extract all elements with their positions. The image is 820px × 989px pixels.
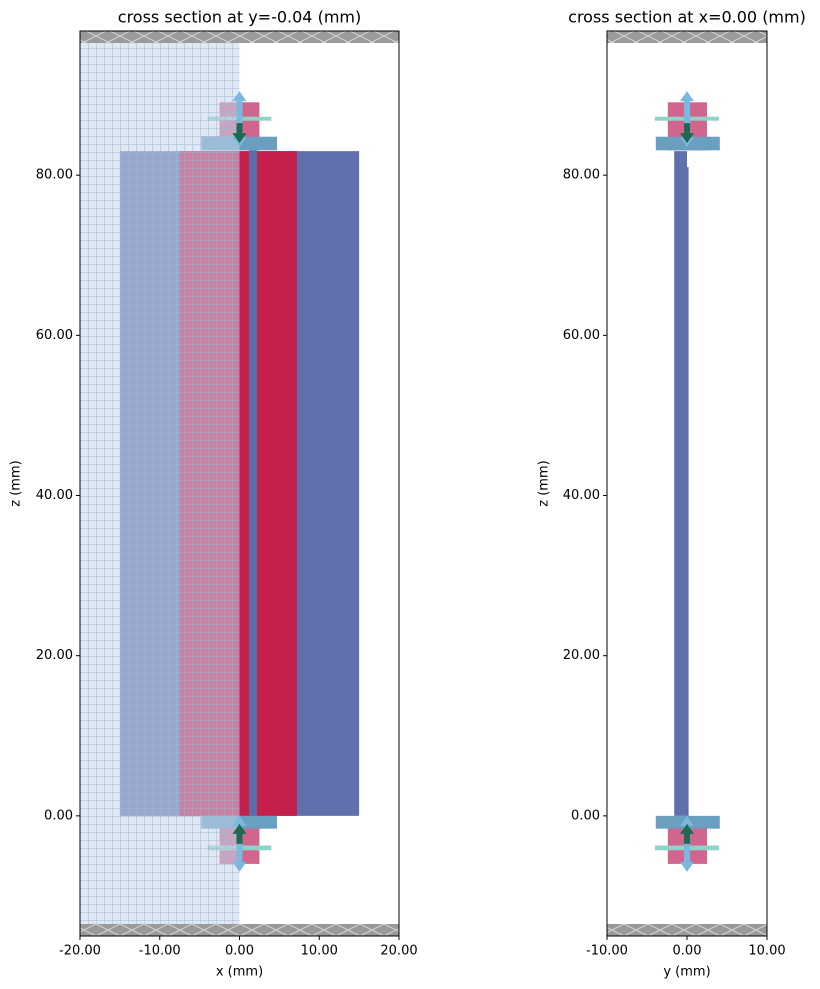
x-tick-label: -10.00	[139, 944, 181, 959]
y-tick-label: 60.00	[36, 328, 73, 343]
structure	[674, 151, 687, 816]
y-tick-label: 80.00	[563, 168, 600, 183]
x-axis-label: y (mm)	[663, 965, 710, 980]
x-tick-label: 10.00	[748, 944, 785, 959]
arrow	[680, 91, 694, 148]
arrow	[232, 823, 247, 844]
arrow	[232, 123, 247, 144]
hatch	[80, 923, 399, 936]
chart-title: cross section at y=-0.04 (mm)	[118, 8, 361, 27]
x-tick-label: -10.00	[586, 944, 628, 959]
chart-title: cross section at x=0.00 (mm)	[568, 8, 806, 27]
structure	[687, 167, 689, 832]
arrow	[680, 123, 694, 144]
y-axis-label: z (mm)	[537, 460, 552, 506]
x-tick-label: 0.00	[225, 944, 254, 959]
y-tick-label: 20.00	[563, 648, 600, 663]
plot-area	[607, 31, 767, 936]
hatch	[607, 31, 767, 44]
y-tick-label: 60.00	[563, 328, 600, 343]
y-axis-label: z (mm)	[9, 460, 24, 506]
y-tick-label: 40.00	[563, 488, 600, 503]
hatch	[80, 31, 399, 44]
structure	[249, 139, 258, 828]
arrow	[680, 823, 694, 844]
x-tick-label: 0.00	[673, 944, 702, 959]
x-axis-label: x (mm)	[216, 965, 263, 980]
x-tick-label: -20.00	[59, 944, 101, 959]
y-tick-label: 20.00	[36, 648, 73, 663]
hatch	[80, 31, 240, 936]
y-tick-label: 40.00	[36, 488, 73, 503]
hatch	[607, 923, 767, 936]
x-tick-label: 10.00	[301, 944, 338, 959]
x-tick-label: 20.00	[380, 944, 417, 959]
y-tick-label: 0.00	[44, 808, 73, 823]
y-tick-label: 0.00	[571, 808, 600, 823]
y-tick-label: 80.00	[36, 168, 73, 183]
plot-area	[80, 31, 399, 936]
arrow	[232, 91, 247, 148]
